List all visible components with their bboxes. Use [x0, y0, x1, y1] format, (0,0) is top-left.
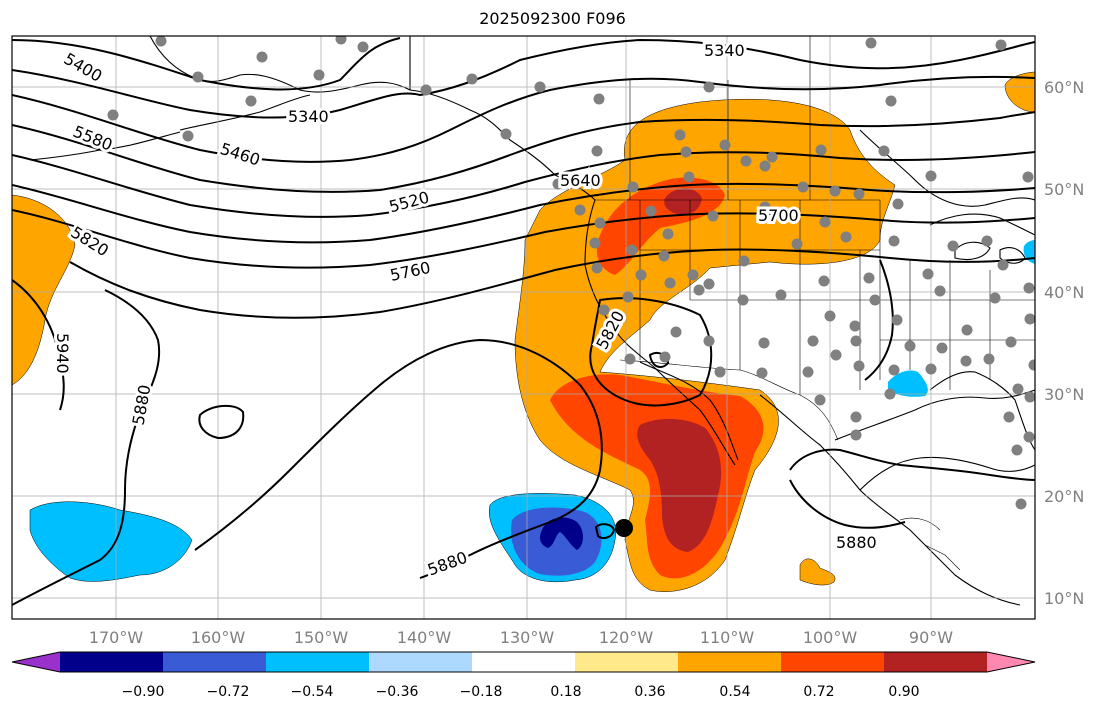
contour-label: 5940 [53, 333, 72, 374]
colorbar-label: −0.54 [291, 684, 334, 700]
colorbar-extend-low [12, 652, 60, 672]
colorbar-extend-high [987, 652, 1035, 672]
lat-label: 40°N [1044, 283, 1084, 302]
colorbar [11, 651, 1036, 673]
lat-label: 10°N [1044, 589, 1084, 608]
colorbar-label: −0.90 [122, 684, 165, 700]
lat-label: 60°N [1044, 78, 1084, 97]
colorbar-segment [60, 652, 164, 672]
lon-label: 140°W [397, 628, 452, 647]
colorbar-labels: −0.90 −0.72 −0.54 −0.36 −0.18 0.18 0.36 … [122, 684, 920, 700]
colorbar-segment [472, 652, 576, 672]
lon-label: 130°W [500, 628, 555, 647]
colorbar-segment [369, 652, 473, 672]
colorbar-label: 0.36 [634, 684, 665, 700]
contour-label: 5700 [758, 206, 799, 225]
dark-red-area-south [637, 418, 722, 552]
orange-area-west [12, 194, 76, 386]
lon-label: 100°W [803, 628, 858, 647]
lon-label: 120°W [599, 628, 654, 647]
lon-label: 160°W [191, 628, 246, 647]
lon-label: 90°W [909, 628, 953, 647]
lon-label: 150°W [294, 628, 349, 647]
contour-label: 5340 [288, 107, 329, 126]
colorbar-label: −0.72 [207, 684, 250, 700]
contour-label: 5340 [704, 41, 745, 60]
stations [107, 36, 1035, 510]
map-frame [11, 35, 1036, 620]
colorbar-segment [678, 652, 782, 672]
light-blue-area-gulf [888, 370, 928, 397]
storm-marker [615, 519, 633, 537]
contour-label: 5880 [836, 533, 877, 552]
colorbar-label: −0.36 [376, 684, 419, 700]
coastlines [29, 36, 1035, 606]
dark-red-area-north [664, 188, 702, 215]
longitude-labels: 170°W 160°W 150°W 140°W 130°W 120°W 110°… [89, 628, 953, 647]
colorbar-label: 0.90 [888, 684, 919, 700]
lon-label: 170°W [89, 628, 144, 647]
lat-label: 30°N [1044, 385, 1084, 404]
contour-label: 5640 [560, 171, 601, 190]
map-title: 2025092300 F096 [479, 9, 626, 28]
lat-label: 50°N [1044, 180, 1084, 199]
graticule [12, 36, 1035, 619]
colorbar-outline [11, 651, 1036, 673]
colorbar-segment [163, 652, 267, 672]
light-blue-area-pacific-west [29, 501, 193, 582]
colorbar-label: 0.72 [803, 684, 834, 700]
colorbar-label: 0.54 [719, 684, 750, 700]
colorbar-segment [266, 652, 370, 672]
lon-label: 110°W [700, 628, 755, 647]
colorbar-label: 0.18 [550, 684, 581, 700]
orange-area-small [799, 558, 836, 586]
latitude-labels: 60°N 50°N 40°N 30°N 20°N 10°N [1044, 78, 1084, 608]
colorbar-segment [575, 652, 679, 672]
navy-area-pacific-east [540, 517, 583, 550]
map-panel [12, 36, 1035, 619]
colorbar-segment [884, 652, 988, 672]
lat-label: 20°N [1044, 487, 1084, 506]
height-contours [12, 37, 1035, 606]
colorbar-label: −0.18 [460, 684, 503, 700]
colorbar-segment [781, 652, 885, 672]
